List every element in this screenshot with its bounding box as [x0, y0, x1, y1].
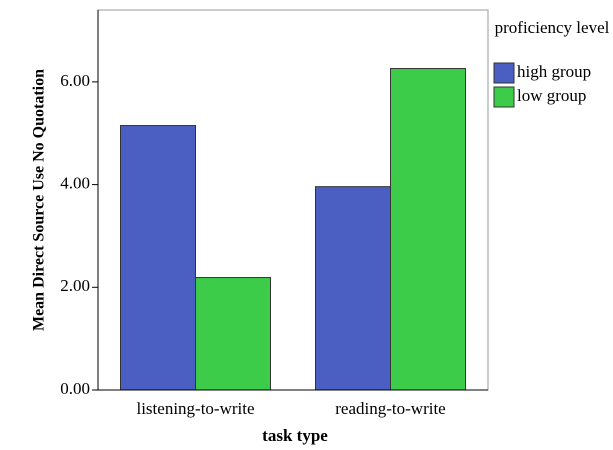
chart: task type Mean Direct Source Use No Quot…: [0, 0, 613, 450]
legend-label: high group: [517, 62, 591, 81]
x-axis-label: task type: [262, 426, 328, 445]
y-tick-label: 2.00: [60, 276, 90, 295]
legend-swatch: [494, 63, 514, 83]
bar: [316, 187, 391, 390]
y-tick-label: 0.00: [60, 379, 90, 398]
page: task type Mean Direct Source Use No Quot…: [0, 0, 613, 450]
y-tick-label: 6.00: [60, 71, 90, 90]
y-axis-label: Mean Direct Source Use No Quotation: [31, 69, 48, 331]
x-tick-label: listening-to-write: [136, 399, 254, 418]
bar: [391, 69, 466, 390]
legend-label: low group: [517, 86, 586, 105]
bar: [196, 278, 271, 390]
legend-swatch: [494, 87, 514, 107]
legend-title: proficiency level: [492, 18, 612, 37]
y-tick-label: 4.00: [60, 174, 90, 193]
bar: [121, 126, 196, 390]
x-tick-label: reading-to-write: [335, 399, 445, 418]
